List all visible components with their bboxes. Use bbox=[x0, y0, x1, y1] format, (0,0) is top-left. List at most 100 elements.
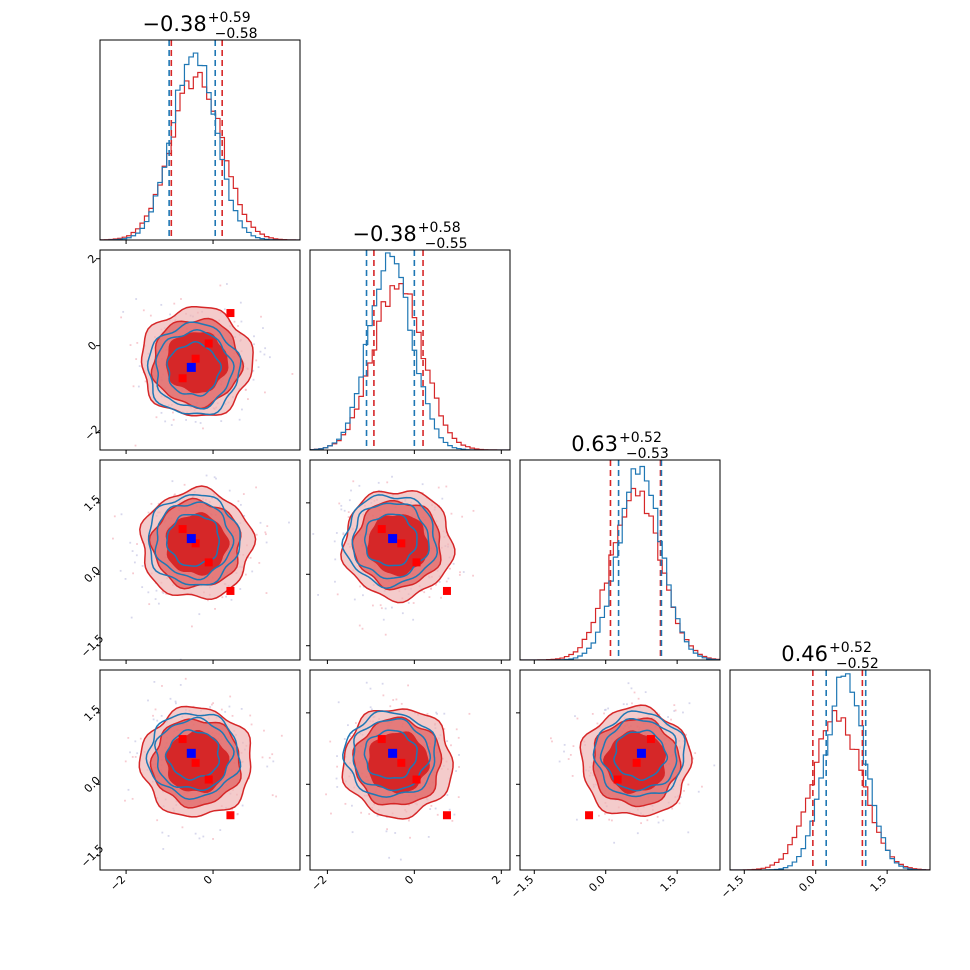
scatter-point bbox=[336, 593, 339, 596]
x-tick-label: 2 bbox=[489, 873, 503, 887]
scatter-point bbox=[386, 828, 388, 831]
contour-blue bbox=[145, 712, 242, 800]
panel-title: 0.46+0.52 −0.52 bbox=[781, 640, 879, 672]
scatter-point bbox=[443, 712, 446, 715]
scatter-point bbox=[674, 709, 677, 712]
scatter-point bbox=[637, 697, 640, 700]
scatter-point bbox=[139, 737, 142, 740]
marker-point bbox=[226, 586, 235, 595]
scatter-point bbox=[591, 712, 594, 715]
scatter-point bbox=[167, 835, 170, 837]
scatter-point bbox=[152, 718, 155, 721]
marker-point bbox=[178, 374, 187, 383]
scatter-point bbox=[245, 388, 247, 391]
x-tick-label: 1.5 bbox=[658, 873, 680, 895]
panel-3-3: 0.46+0.52 −0.52 −1.5 0.0 1.5 bbox=[718, 640, 931, 901]
truth-point bbox=[388, 748, 398, 758]
scatter-point bbox=[265, 533, 267, 536]
scatter-point bbox=[350, 489, 352, 492]
scatter-point bbox=[172, 411, 174, 414]
scatter-point bbox=[247, 398, 249, 400]
scatter-point bbox=[335, 777, 338, 780]
scatter-point bbox=[169, 313, 172, 316]
scatter-point bbox=[365, 681, 368, 684]
scatter-point bbox=[360, 811, 363, 814]
scatter-point bbox=[165, 592, 168, 595]
scatter-point bbox=[141, 586, 144, 589]
marker-point bbox=[204, 339, 213, 348]
scatter-point bbox=[225, 595, 228, 598]
truth-point bbox=[186, 362, 196, 372]
scatter-point bbox=[119, 569, 122, 572]
scatter-point bbox=[244, 573, 247, 576]
contour-blue bbox=[341, 494, 439, 589]
scatter-point bbox=[563, 750, 565, 753]
scatter-point bbox=[399, 858, 402, 861]
panel-0-0: −0.38+0.59 −0.58 bbox=[99, 10, 301, 244]
scatter-point bbox=[194, 832, 197, 835]
scatter-point bbox=[239, 503, 242, 506]
scatter-point bbox=[253, 335, 255, 338]
marker-point bbox=[397, 758, 406, 767]
scatter-point bbox=[412, 602, 415, 604]
scatter-point bbox=[174, 493, 176, 496]
scatter-point bbox=[567, 758, 570, 760]
scatter-point bbox=[451, 819, 454, 822]
scatter-point bbox=[607, 707, 610, 710]
scatter-point bbox=[631, 702, 633, 705]
scatter-point bbox=[317, 594, 319, 596]
scatter-point bbox=[312, 533, 315, 535]
scatter-point bbox=[685, 733, 687, 736]
panel-1-0: −202 bbox=[82, 249, 301, 454]
scatter-point bbox=[673, 704, 676, 707]
scatter-point bbox=[238, 418, 241, 421]
scatter-point bbox=[153, 680, 156, 683]
scatter-point bbox=[604, 709, 606, 711]
panel-1-1: −0.38+0.58 −0.55 bbox=[309, 220, 511, 454]
scatter-point bbox=[133, 561, 136, 564]
scatter-point bbox=[472, 509, 475, 512]
histogram-step-a bbox=[100, 71, 300, 240]
panel-title: −0.38+0.59 −0.58 bbox=[142, 10, 257, 42]
scatter-point bbox=[180, 298, 182, 300]
scatter-point bbox=[381, 682, 384, 685]
scatter-point bbox=[457, 796, 460, 799]
panel-frame bbox=[519, 459, 721, 661]
scatter-point bbox=[231, 808, 233, 811]
panel-content bbox=[112, 474, 290, 660]
contour-blue bbox=[351, 502, 430, 580]
contour-blue bbox=[363, 513, 418, 567]
scatter-point bbox=[132, 572, 134, 575]
scatter-point bbox=[255, 533, 258, 536]
scatter-point bbox=[386, 481, 389, 484]
scatter-point bbox=[134, 740, 137, 743]
scatter-point bbox=[335, 532, 338, 534]
scatter-point bbox=[359, 585, 361, 588]
scatter-point bbox=[633, 691, 636, 694]
scatter-point bbox=[683, 789, 685, 792]
panel-frame bbox=[309, 669, 511, 871]
scatter-point bbox=[427, 835, 430, 838]
scatter-point bbox=[445, 580, 448, 583]
marker-point bbox=[377, 735, 386, 744]
panel-frame bbox=[99, 459, 301, 661]
x-tick-label: 0.0 bbox=[586, 873, 608, 895]
scatter-point bbox=[157, 602, 160, 605]
scatter-point bbox=[441, 497, 444, 500]
marker-point bbox=[226, 811, 235, 820]
scatter-point bbox=[408, 819, 410, 822]
histogram-step-a bbox=[520, 487, 720, 660]
scatter-point bbox=[249, 714, 252, 717]
truth-point bbox=[636, 748, 646, 758]
scatter-point bbox=[389, 705, 392, 708]
scatter-point bbox=[596, 722, 599, 725]
scatter-point bbox=[391, 475, 393, 478]
scatter-point bbox=[122, 310, 125, 313]
scatter-point bbox=[255, 359, 258, 362]
marker-point bbox=[204, 775, 213, 784]
scatter-point bbox=[250, 723, 253, 726]
scatter-point bbox=[249, 556, 252, 559]
scatter-point bbox=[228, 705, 231, 708]
scatter-point bbox=[155, 589, 158, 592]
